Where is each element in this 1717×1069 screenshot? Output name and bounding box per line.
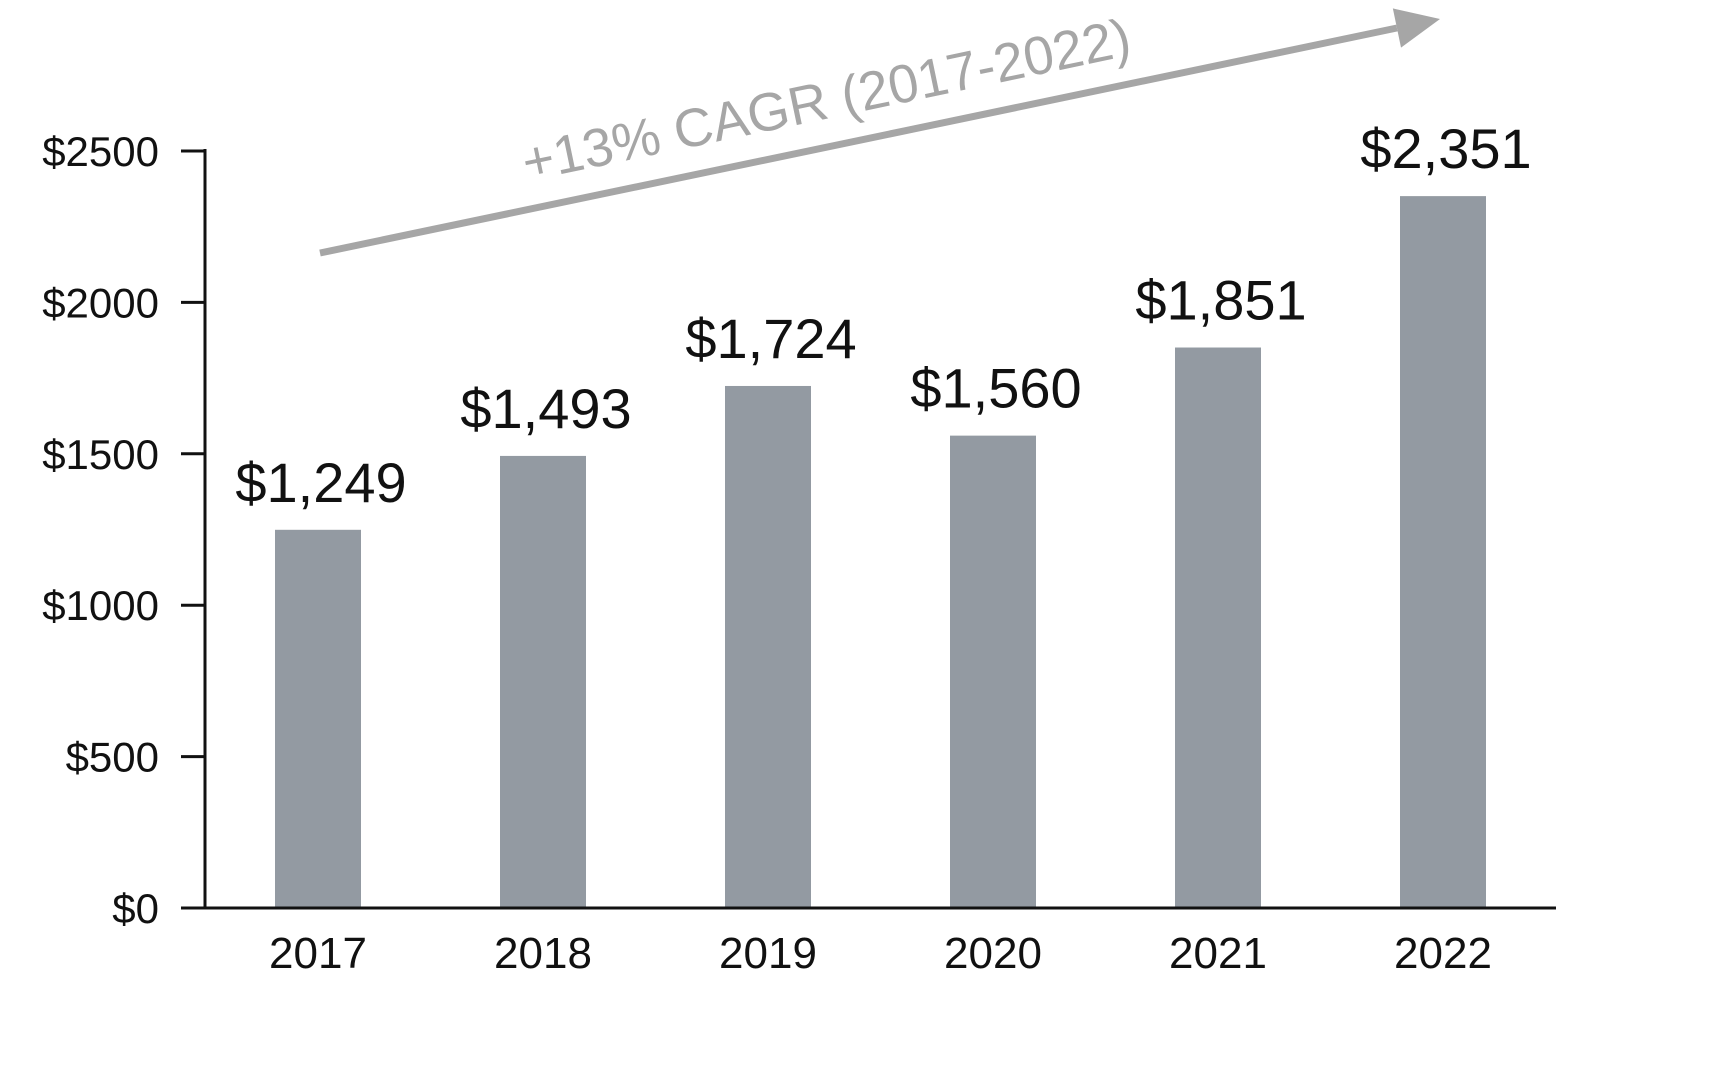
cagr-arrow-line [319,24,1398,257]
x-tick-label: 2020 [944,929,1042,978]
x-tick-label: 2017 [269,929,367,978]
cagr-annotation: +13% CAGR (2017-2022) [319,8,1440,257]
y-tick-label: $2000 [42,279,159,326]
bar-2020 [950,435,1036,908]
x-axis-labels: 2017 2018 2019 2020 2021 2022 [269,929,1492,978]
data-label-2018: $1,493 [460,377,631,440]
x-tick-label: 2018 [494,929,592,978]
data-label-2021: $1,851 [1135,269,1306,332]
data-label-2020: $1,560 [910,357,1081,420]
data-label-2022: $2,351 [1360,117,1531,180]
x-tick-label: 2021 [1169,929,1267,978]
bar-2017 [275,529,361,908]
bar-2021 [1175,347,1261,908]
x-tick-label: 2022 [1394,929,1492,978]
y-tick-label: $1000 [42,582,159,629]
cagr-arrow-head-icon [1392,8,1440,48]
y-tick-label: $2500 [42,128,159,175]
bar-2018 [500,455,586,908]
y-tick-label: $1500 [42,431,159,478]
bar-2019 [725,385,811,909]
data-label-2019: $1,724 [685,307,856,370]
bar-2022 [1400,196,1486,909]
data-label-2017: $1,249 [235,451,406,514]
y-axis-ticks: $0 $500 $1000 $1500 $2000 $2500 [42,128,205,932]
y-tick-label: $0 [112,885,159,932]
x-tick-label: 2019 [719,929,817,978]
bars [275,196,1486,909]
y-tick-label: $500 [66,734,159,781]
value-labels: $1,249 $1,493 $1,724 $1,560 $1,851 $2,351 [235,117,1531,514]
